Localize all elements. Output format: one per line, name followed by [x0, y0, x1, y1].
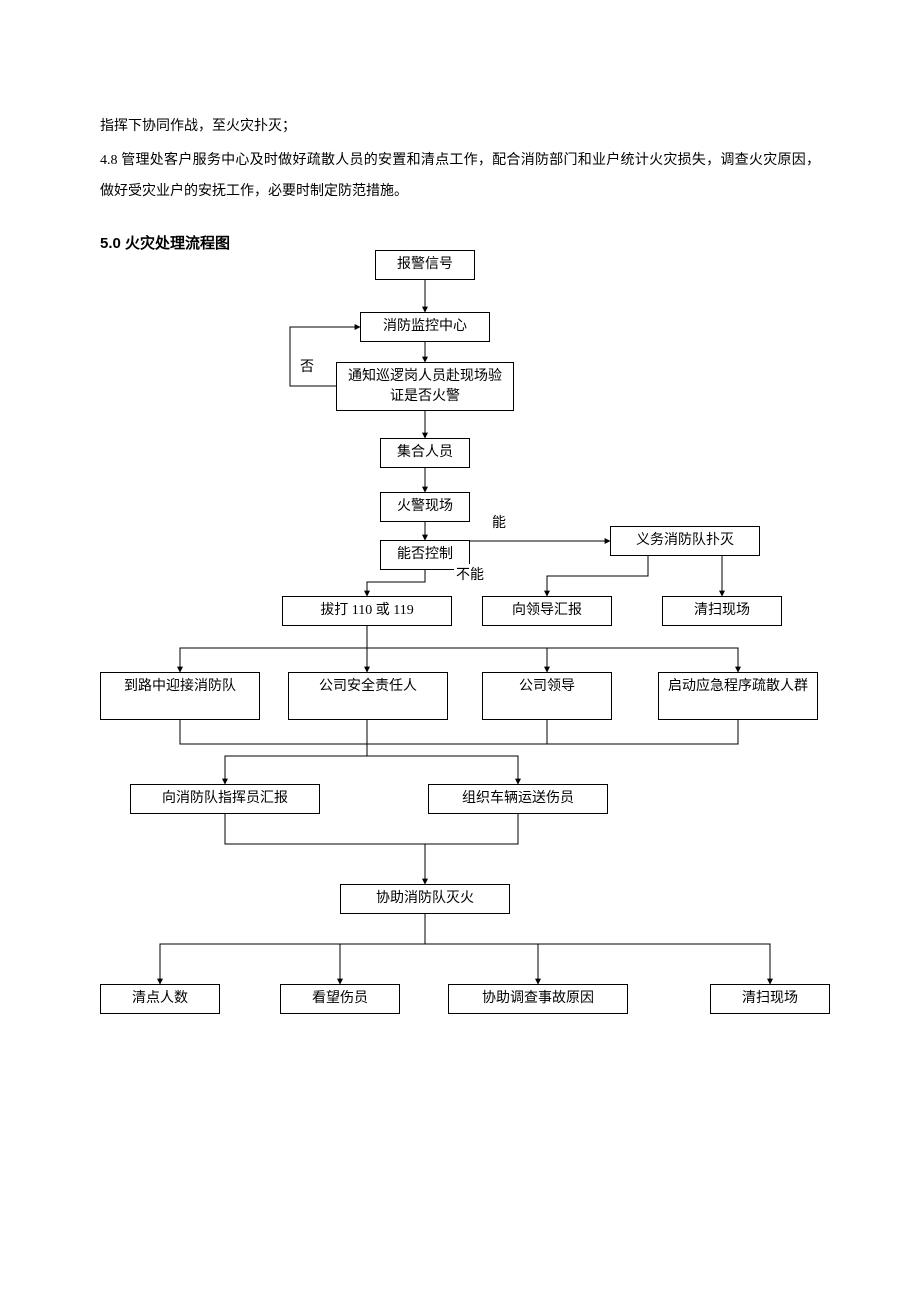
flow-node-n12: 公司安全责任人	[288, 672, 448, 720]
paragraph-2: 4.8 管理处客户服务中心及时做好疏散人员的安置和清点工作，配合消防部门和业户统…	[100, 146, 820, 208]
edge-label: 能	[490, 512, 508, 532]
page: 指挥下协同作战，至火灾扑灭； 4.8 管理处客户服务中心及时做好疏散人员的安置和…	[0, 0, 920, 1301]
flow-node-n2: 消防监控中心	[360, 312, 490, 342]
edge-label: 否	[298, 356, 316, 376]
edge-label: 不能	[454, 564, 486, 584]
flow-node-n1: 报警信号	[375, 250, 475, 280]
flowchart: 报警信号消防监控中心通知巡逻岗人员赴现场验证是否火警集合人员火警现场能否控制义务…	[100, 244, 860, 1124]
flow-node-n14: 启动应急程序疏散人群	[658, 672, 818, 720]
paragraph-1: 指挥下协同作战，至火灾扑灭；	[100, 112, 820, 143]
flow-node-n4: 集合人员	[380, 438, 470, 468]
flow-node-n11: 到路中迎接消防队	[100, 672, 260, 720]
flow-node-n16: 组织车辆运送伤员	[428, 784, 608, 814]
flow-node-n9: 向领导汇报	[482, 596, 612, 626]
flow-node-n21: 清扫现场	[710, 984, 830, 1014]
flow-node-n17: 协助消防队灭火	[340, 884, 510, 914]
flow-node-n3: 通知巡逻岗人员赴现场验证是否火警	[336, 362, 514, 411]
flow-node-n18: 清点人数	[100, 984, 220, 1014]
flow-node-n15: 向消防队指挥员汇报	[130, 784, 320, 814]
flow-node-n5: 火警现场	[380, 492, 470, 522]
flow-node-n19: 看望伤员	[280, 984, 400, 1014]
flow-node-n8: 拔打 110 或 119	[282, 596, 452, 626]
flow-node-n7: 义务消防队扑灭	[610, 526, 760, 556]
flow-node-n20: 协助调查事故原因	[448, 984, 628, 1014]
flow-node-n13: 公司领导	[482, 672, 612, 720]
flow-node-n10: 清扫现场	[662, 596, 782, 626]
